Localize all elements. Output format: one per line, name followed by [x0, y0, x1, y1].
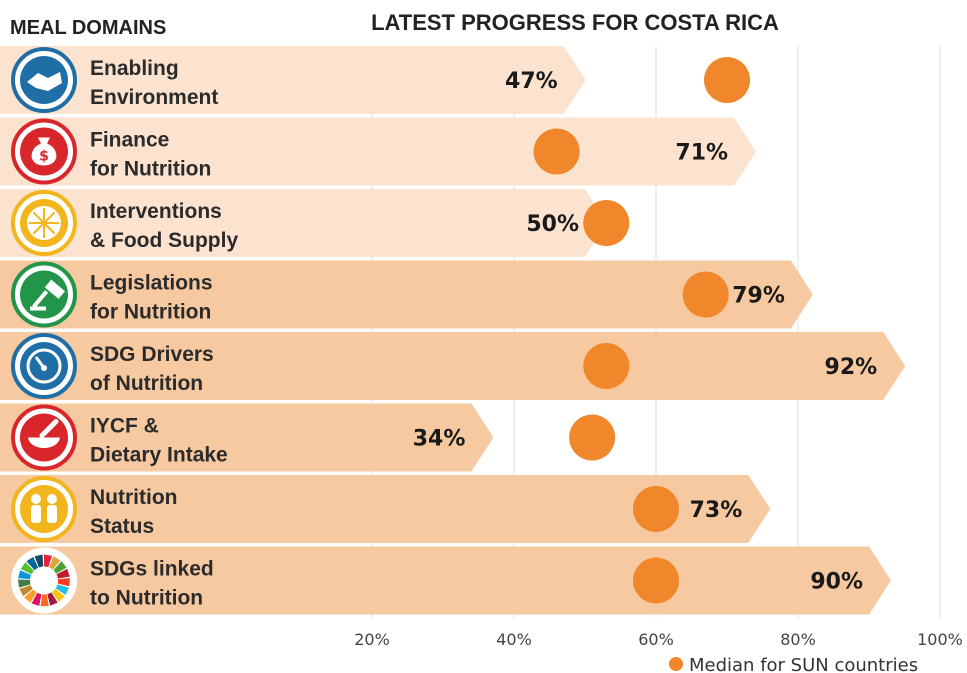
domain-label-line2: for Nutrition: [90, 158, 211, 181]
money-bag-icon: $: [11, 118, 77, 185]
gauge-icon: [11, 333, 77, 399]
x-axis-ticks: 20% 40% 60% 80% 100%: [354, 630, 963, 649]
domain-label-line2: & Food Supply: [90, 229, 238, 252]
median-dots-layer: [533, 57, 750, 604]
median-dot-4: [682, 271, 729, 318]
median-dot-6: [569, 414, 616, 461]
median-dot-1: [704, 57, 750, 103]
domain-label-line2: of Nutrition: [90, 372, 203, 395]
median-dot-3: [583, 200, 630, 246]
chart-title: LATEST PROGRESS FOR COSTA RICA: [371, 10, 779, 35]
value-label-2: 71%: [675, 141, 728, 166]
bar-4: [0, 260, 813, 329]
median-dot-7: [633, 486, 679, 532]
sdg-wheel-icon: [11, 547, 77, 614]
domain-label-line2: for Nutrition: [90, 301, 211, 324]
value-label-4: 79%: [732, 284, 785, 309]
domain-label-line2: Environment: [90, 86, 218, 109]
median-dot-8: [633, 557, 679, 604]
domain-label-line1: SDGs linked: [90, 558, 214, 581]
value-labels-layer: 47% 71% 50% 79% 92% 34% 73% 90%: [413, 69, 877, 595]
value-label-8: 90%: [810, 570, 863, 595]
domain-label-line1: Legislations: [90, 272, 213, 295]
bar-1: [0, 46, 586, 114]
value-label-5: 92%: [825, 355, 878, 380]
bar-3: [0, 189, 607, 257]
bar-7: [0, 475, 771, 543]
domains-title: MEAL DOMAINS: [10, 17, 166, 39]
legend: Median for SUN countries: [669, 655, 918, 673]
value-label-7: 73%: [690, 498, 743, 523]
legend-dot-icon: [669, 657, 683, 671]
x-tick-label: 100%: [917, 630, 963, 649]
domain-labels-layer: Enabling Environment Finance for Nutrition I…: [90, 57, 238, 610]
svg-text:$: $: [39, 149, 49, 165]
domain-label-line1: Interventions: [90, 200, 222, 223]
x-tick-label: 60%: [638, 630, 674, 649]
mortar-bowl-icon: [11, 404, 77, 471]
domain-label-line1: Enabling: [90, 57, 179, 80]
bar-6: [0, 403, 494, 472]
bar-5: [0, 332, 906, 400]
domain-label-line1: SDG Drivers: [90, 343, 214, 366]
value-label-1: 47%: [505, 69, 558, 94]
orange-slice-icon: [11, 190, 77, 256]
median-dot-2: [533, 128, 580, 175]
domain-label-line1: IYCF &: [90, 415, 159, 438]
x-tick-label: 20%: [354, 630, 390, 649]
value-label-6: 34%: [413, 427, 466, 452]
domain-label-line2: to Nutrition: [90, 587, 203, 610]
domain-label-line2: Status: [90, 515, 154, 538]
domain-label-line2: Dietary Intake: [90, 444, 228, 467]
handshake-icon: [11, 47, 77, 113]
value-label-3: 50%: [526, 212, 579, 237]
domain-icons-layer: $: [11, 47, 77, 614]
x-tick-label: 40%: [496, 630, 532, 649]
gavel-icon: [11, 261, 77, 328]
domain-label-line1: Finance: [90, 129, 169, 152]
children-icon: [11, 476, 77, 542]
median-dot-5: [583, 343, 630, 389]
legend-label: Median for SUN countries: [689, 655, 918, 673]
domain-label-line1: Nutrition: [90, 486, 177, 509]
x-tick-label: 80%: [780, 630, 816, 649]
